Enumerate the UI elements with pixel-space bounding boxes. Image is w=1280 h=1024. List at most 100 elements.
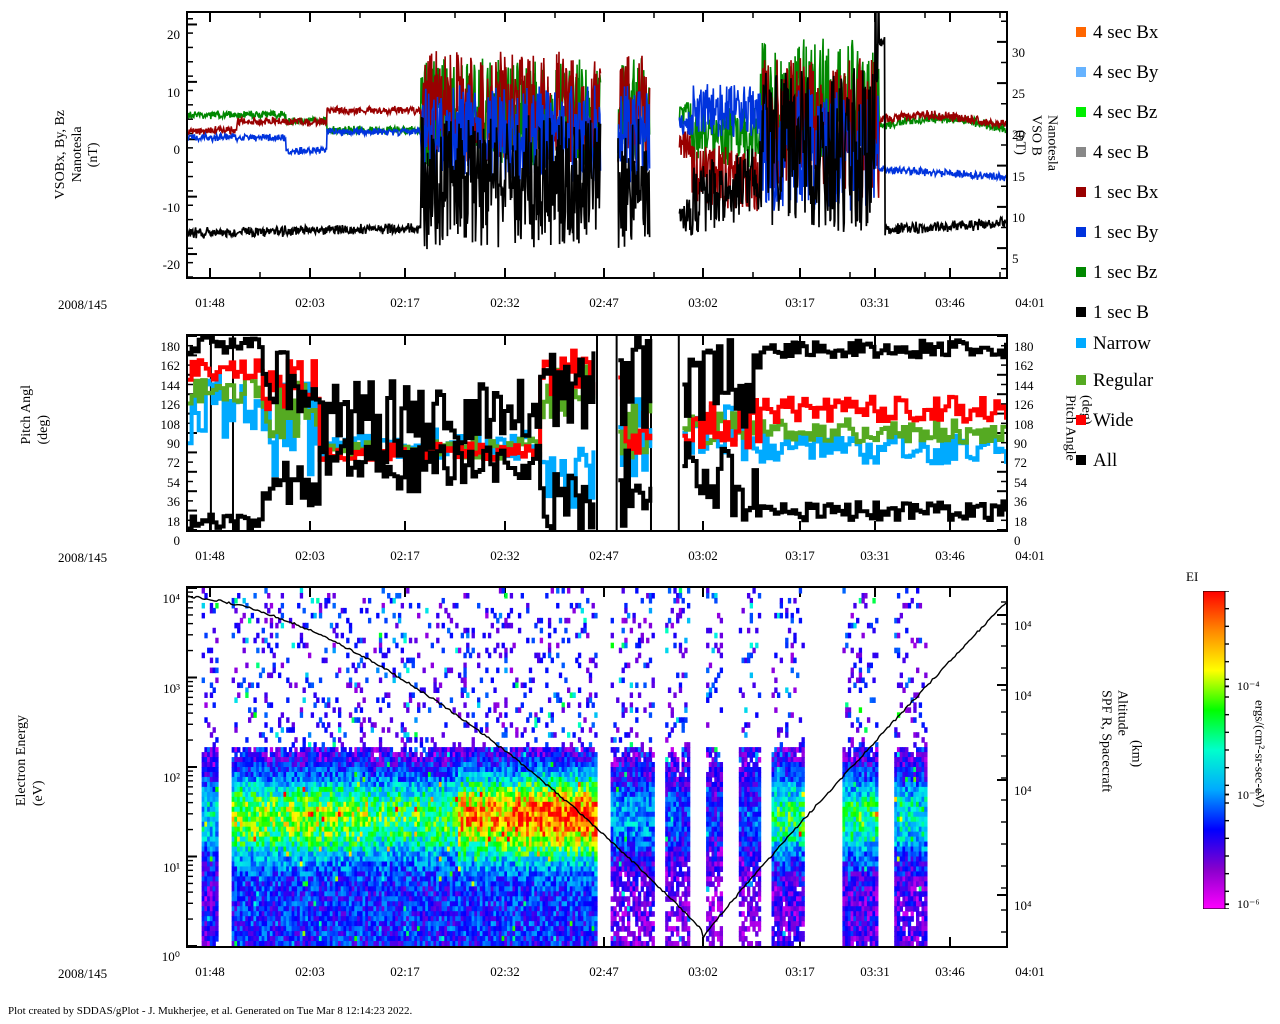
legend-item-label: Regular <box>1093 369 1154 391</box>
legend-item[interactable]: 1 sec B <box>1076 292 1276 332</box>
time-tick-label: 02:17 <box>390 964 420 979</box>
axis-tick-label: 20 <box>1012 127 1025 143</box>
legend-item[interactable]: All <box>1076 440 1276 480</box>
legend-item[interactable]: Regular <box>1076 360 1276 400</box>
panel3-right-title-line3: (km) <box>1128 740 1144 768</box>
time-tick-label: 04:01 <box>1015 295 1045 310</box>
axis-tick-label: 10² <box>163 770 180 785</box>
colorbar-units-label: ergs/(cm²-sr-sec-eV) <box>1252 700 1268 808</box>
legend-item-label: 4 sec Bz <box>1093 101 1158 123</box>
time-tick-label: 04:01 <box>1015 964 1045 979</box>
panel2-left-title-line2: (deg) <box>35 414 51 445</box>
axis-tick-label: 18 <box>167 513 180 529</box>
time-tick-label: 02:47 <box>589 964 619 979</box>
colorbar-gradient <box>1203 591 1229 909</box>
legend-color-swatch-icon <box>1076 338 1086 348</box>
time-tick-label: 02:32 <box>490 964 520 979</box>
panel2-right-title-line1: Pitch Angle <box>1062 395 1078 461</box>
legend-color-swatch-icon <box>1076 455 1086 465</box>
legend-color-swatch-icon <box>1076 67 1086 77</box>
axis-tick-label: 54 <box>167 474 180 490</box>
legend-item-label: 1 sec Bz <box>1093 261 1158 283</box>
legend-item[interactable]: 4 sec By <box>1076 52 1276 92</box>
legend-item[interactable]: 1 sec Bz <box>1076 252 1276 292</box>
time-tick-label: 02:03 <box>295 548 325 563</box>
axis-tick-label: 36 <box>167 494 180 510</box>
axis-tick-label: 10⁰ <box>161 949 180 964</box>
legend-color-swatch-icon <box>1076 107 1086 117</box>
legend-item-label: 4 sec By <box>1093 61 1159 83</box>
colorbar-tick-labels: 10⁻⁴ 10⁻⁵ 10⁻⁶ <box>1229 585 1279 915</box>
panel3-time-tick-labels: 01:48 02:03 02:17 02:32 02:47 03:02 03:17 03:31… <box>0 964 1060 984</box>
panel1-left-title-line1: VSOBx, By, Bz <box>52 110 68 200</box>
legend-item[interactable]: 1 sec By <box>1076 212 1276 252</box>
axis-tick-label: 10 <box>167 84 180 100</box>
axis-tick-label: 20 <box>167 27 180 43</box>
axis-tick-label: 144 <box>160 377 181 393</box>
time-tick-label: 01:48 <box>195 295 225 310</box>
legend-color-swatch-icon <box>1076 267 1086 277</box>
time-tick-label: 03:02 <box>688 964 718 979</box>
axis-tick-label: 0 <box>173 533 181 548</box>
axis-tick-label: 30 <box>1012 44 1025 60</box>
legend-color-swatch-icon <box>1076 415 1086 425</box>
colorbar-tick-label: 10⁻⁴ <box>1237 679 1260 694</box>
axis-tick-label: 10¹ <box>163 859 180 875</box>
panel3-left-tick-labels: 10⁴ 10³ 10² 10¹ 10⁰ <box>130 586 180 963</box>
axis-tick-label: 54 <box>1014 474 1027 490</box>
legend-item[interactable]: 4 sec B <box>1076 132 1276 172</box>
legend-color-swatch-icon <box>1076 187 1086 197</box>
panel3-left-title-line2: (eV) <box>30 780 46 807</box>
axis-tick-label: 108 <box>160 416 181 432</box>
axis-tick-label: 0 <box>173 142 181 158</box>
time-tick-label: 03:31 <box>860 548 890 563</box>
panel1-right-axis-title: VSO B Nanotesla <box>1028 115 1060 171</box>
legend-color-swatch-icon <box>1076 375 1086 385</box>
time-tick-label: 01:48 <box>195 964 225 979</box>
time-tick-label: 03:46 <box>935 295 965 310</box>
legend-item-label: All <box>1093 449 1118 471</box>
axis-tick-label: 162 <box>1014 358 1034 374</box>
panel2-date-label: 2008/145 <box>58 550 108 565</box>
axis-tick-label: 10⁴ <box>1014 783 1032 798</box>
axis-tick-label: 25 <box>1012 86 1025 102</box>
axis-tick-label: 10 <box>1012 209 1025 225</box>
time-tick-label: 04:01 <box>1015 548 1045 563</box>
colorbar-tick-label: 10⁻⁶ <box>1237 897 1260 912</box>
panel2-left-title-line1: Pitch Angl <box>19 385 34 445</box>
legend-item[interactable]: Wide <box>1076 400 1276 440</box>
legend-item-label: Wide <box>1093 409 1134 431</box>
legend-item[interactable]: 4 sec Bz <box>1076 92 1276 132</box>
axis-tick-label: 180 <box>160 339 181 354</box>
time-tick-label: 03:17 <box>785 295 815 310</box>
axis-tick-label: 90 <box>167 436 180 451</box>
panel2-left-axis-title: Pitch Angl (deg) <box>19 385 51 445</box>
panel1-right-title-line2: Nanotesla <box>1044 115 1060 171</box>
time-tick-label: 03:17 <box>785 548 815 563</box>
legend-color-swatch-icon <box>1076 27 1086 37</box>
axis-tick-label: 10⁴ <box>1014 688 1032 703</box>
legend-item[interactable]: Narrow <box>1076 326 1276 360</box>
legend-item-label: 1 sec B <box>1093 301 1149 323</box>
footer-credit: Plot created by SDDAS/gPlot - J. Mukherj… <box>8 1005 413 1017</box>
time-tick-label: 02:47 <box>589 548 619 563</box>
time-tick-label: 03:02 <box>688 295 718 310</box>
time-tick-label: 03:31 <box>860 295 890 310</box>
legend-item-label: 1 sec Bx <box>1093 181 1159 203</box>
legend-item[interactable]: 4 sec Bx <box>1076 12 1276 52</box>
legend-item-label: 1 sec By <box>1093 221 1159 243</box>
axis-tick-label: 72 <box>1014 455 1027 471</box>
legend-item[interactable]: 1 sec Bx <box>1076 172 1276 212</box>
time-tick-label: 02:17 <box>390 295 420 310</box>
axis-tick-label: 126 <box>1014 397 1034 413</box>
axis-tick-label: 144 <box>1014 377 1034 393</box>
panel1-right-title-line1: VSO B <box>1028 115 1044 156</box>
legend: 4 sec Bx 4 sec By 4 sec Bz 4 sec B 1 sec Bx 1… <box>1076 12 1276 480</box>
panel1-left-title-line2: Nanotesla <box>69 126 85 183</box>
time-tick-label: 02:17 <box>390 548 420 563</box>
time-tick-label: 01:48 <box>195 548 225 563</box>
panel3-right-title-line2: Altitude <box>1114 690 1130 736</box>
axis-tick-label: 18 <box>1014 513 1027 529</box>
axis-tick-label: -10 <box>162 199 180 215</box>
axis-tick-label: 0 <box>1014 533 1021 548</box>
